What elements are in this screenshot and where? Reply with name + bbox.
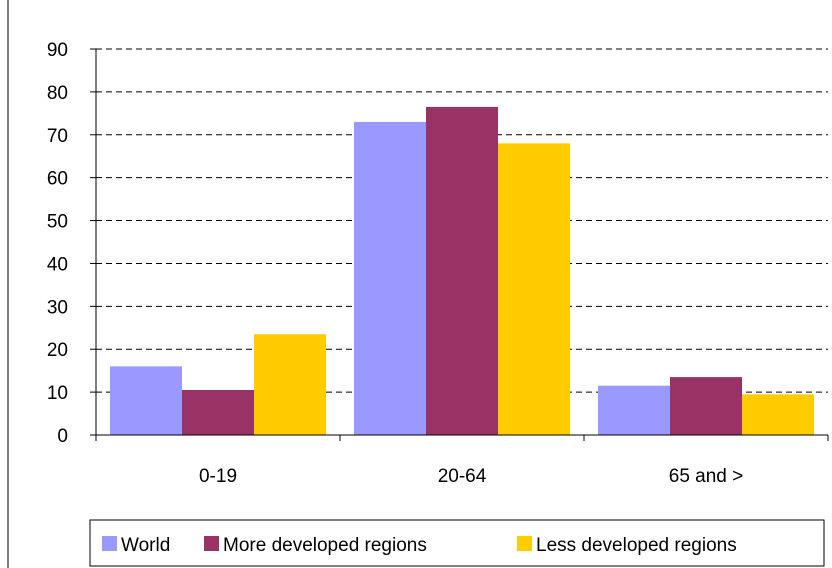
y-tick-label: 20 bbox=[47, 340, 68, 361]
legend: World More developed regions Less develope… bbox=[89, 519, 825, 567]
x-category-label: 65 and > bbox=[669, 466, 744, 487]
bar bbox=[670, 377, 742, 435]
y-tick-label: 80 bbox=[47, 83, 68, 104]
legend-label: World bbox=[121, 535, 170, 556]
y-tick-label: 40 bbox=[47, 254, 68, 275]
bar bbox=[354, 121, 426, 436]
bar bbox=[110, 366, 182, 435]
legend-swatch bbox=[204, 536, 219, 551]
bar bbox=[254, 334, 326, 435]
y-tick-label: 60 bbox=[47, 169, 68, 190]
y-tick-label: 10 bbox=[47, 383, 68, 404]
y-tick-label: 50 bbox=[47, 212, 68, 233]
bar bbox=[426, 106, 498, 436]
legend-label: More developed regions bbox=[223, 535, 427, 556]
y-tick-labels: 0 10 20 30 40 50 60 70 80 90 bbox=[47, 40, 68, 447]
bar bbox=[498, 143, 570, 435]
x-category-labels: 0-19 20-64 65 and > bbox=[199, 466, 743, 487]
bar bbox=[598, 385, 670, 435]
x-category-label: 0-19 bbox=[199, 466, 237, 487]
y-tick-label: 90 bbox=[47, 40, 68, 61]
y-tick-label: 30 bbox=[47, 297, 68, 318]
legend-swatch bbox=[102, 536, 117, 551]
legend-label: Less developed regions bbox=[536, 535, 737, 556]
bar bbox=[742, 394, 814, 435]
y-tick-label: 0 bbox=[57, 426, 68, 447]
x-category-label: 20-64 bbox=[438, 466, 487, 487]
bar bbox=[182, 389, 254, 435]
bars bbox=[110, 106, 814, 436]
legend-swatch bbox=[517, 536, 532, 551]
axes bbox=[90, 48, 829, 441]
y-tick-label: 70 bbox=[47, 126, 68, 147]
